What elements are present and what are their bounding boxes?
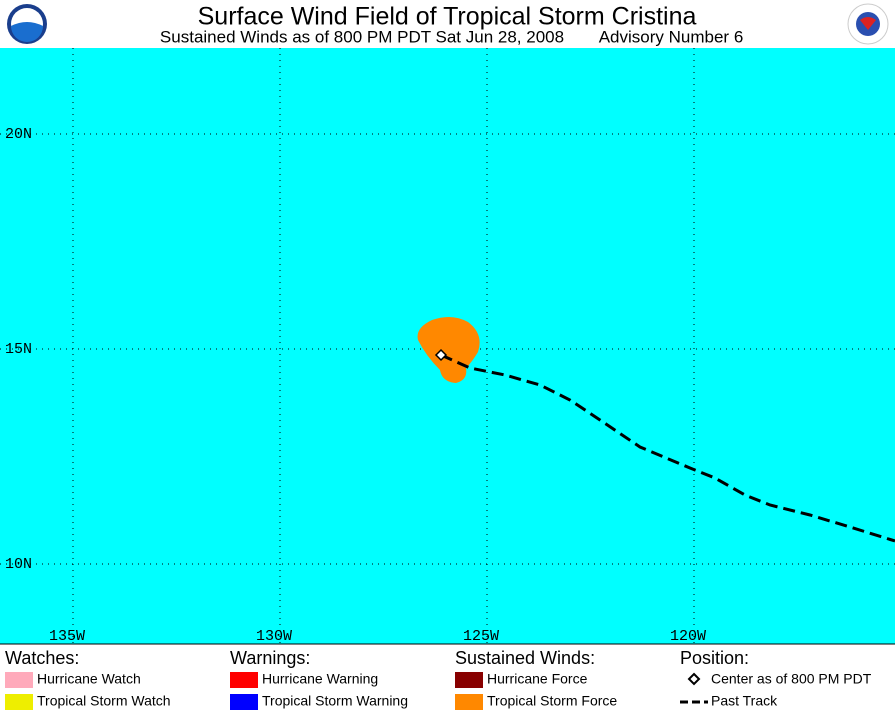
longitude-label: 125W: [463, 628, 499, 645]
legend-item: Tropical Storm Warning: [262, 693, 408, 709]
longitude-label: 120W: [670, 628, 706, 645]
longitude-label: 135W: [49, 628, 85, 645]
swatch: [5, 672, 33, 688]
longitude-label: 130W: [256, 628, 292, 645]
legend-item: Hurricane Warning: [262, 671, 378, 687]
title: Surface Wind Field of Tropical Storm Cri…: [198, 3, 697, 31]
noaa-logo: [7, 4, 47, 44]
legend-item: Hurricane Watch: [37, 671, 141, 687]
legend-heading: Position:: [680, 648, 749, 668]
swatch: [455, 672, 483, 688]
swatch: [5, 694, 33, 710]
legend-item: Tropical Storm Watch: [37, 693, 171, 709]
advisory: Advisory Number 6: [599, 27, 744, 46]
past-track: [440, 353, 895, 543]
storm-center: [434, 348, 448, 362]
latitude-label: 10N: [5, 556, 32, 573]
swatch: [230, 694, 258, 710]
legend-item: Hurricane Force: [487, 671, 588, 687]
legend-heading: Sustained Winds:: [455, 648, 595, 668]
legend-item: Past Track: [711, 693, 778, 709]
center-symbol: [687, 672, 701, 686]
legend-item: Center as of 800 PM PDT: [711, 671, 872, 687]
legend-heading: Watches:: [5, 648, 79, 668]
legend-item: Tropical Storm Force: [487, 693, 617, 709]
latitude-label: 20N: [5, 126, 32, 143]
nws-logo: [847, 3, 889, 45]
subtitle: Sustained Winds as of 800 PM PDT Sat Jun…: [160, 27, 564, 46]
swatch: [455, 694, 483, 710]
legend-heading: Warnings:: [230, 648, 310, 668]
latitude-label: 15N: [5, 341, 32, 358]
swatch: [230, 672, 258, 688]
